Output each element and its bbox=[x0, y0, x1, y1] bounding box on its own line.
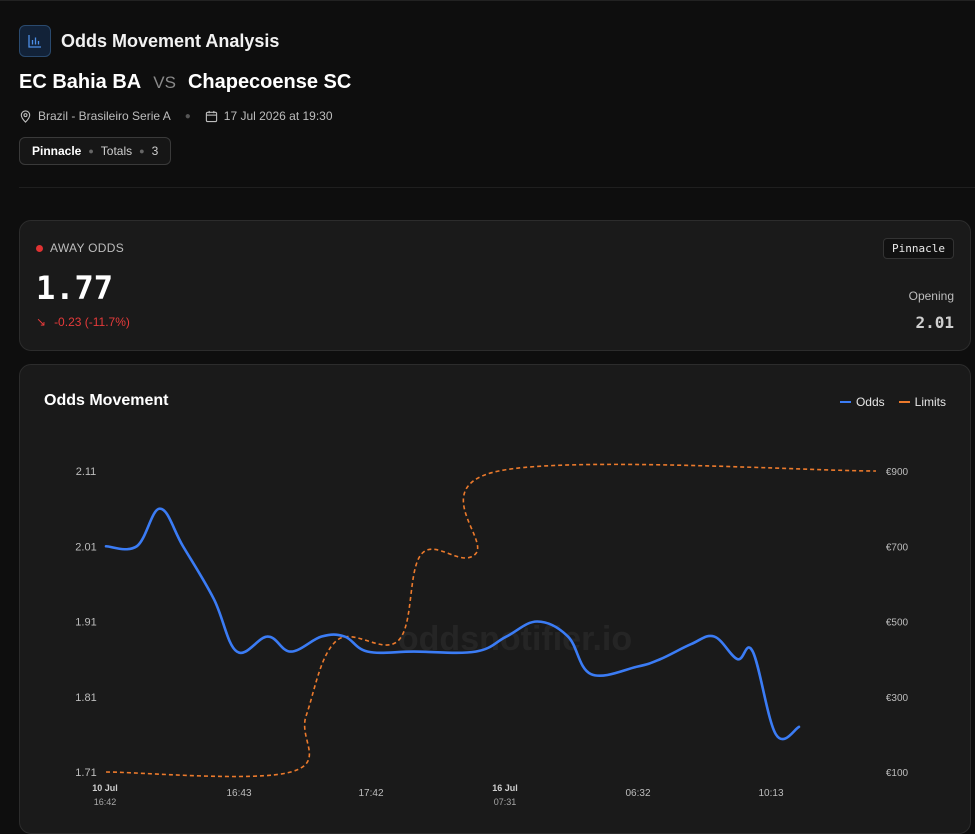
y-tick-label-left: 1.81 bbox=[75, 692, 96, 704]
opening-value: 2.01 bbox=[915, 313, 954, 332]
current-odds: 1.77 bbox=[36, 269, 114, 307]
y-tick-label-right: €700 bbox=[886, 542, 909, 553]
section-divider bbox=[19, 187, 975, 188]
status-dot bbox=[36, 244, 43, 252]
y-tick-label-left: 1.91 bbox=[75, 617, 96, 629]
page-top-border bbox=[0, 0, 975, 1]
home-team: EC Bahia BA bbox=[19, 71, 142, 93]
trend-down-icon: ↘ bbox=[36, 315, 47, 329]
odds-movement-chart-card: oddsnotifier.io 2.11 2.01 1.91 1.81 1.71 €900 €… bbox=[19, 364, 971, 834]
odds-movement-chart: oddsnotifier.io2.112.011.911.811.71€900€… bbox=[75, 463, 909, 807]
match-datetime: 17 Jul 2026 at 19:30 bbox=[223, 109, 333, 123]
x-tick-time: 07:31 bbox=[494, 797, 517, 807]
market-chip[interactable]: Pinnacle ● Totals ● 3 bbox=[19, 137, 172, 165]
x-tick-time: 16:43 bbox=[226, 788, 251, 799]
legend-swatch-odds bbox=[839, 401, 851, 403]
chip-market: Totals bbox=[100, 144, 133, 158]
x-tick-date: 10 Jul bbox=[92, 783, 118, 793]
y-tick-label-right: €900 bbox=[886, 467, 909, 478]
legend-item-odds[interactable]: Odds bbox=[839, 395, 885, 409]
odds-change-value: -0.23 (-11.7%) bbox=[54, 315, 130, 329]
meta-separator: ● bbox=[184, 110, 191, 122]
chip-separator: ● bbox=[139, 146, 145, 156]
legend-label-limits: Limits bbox=[914, 395, 946, 409]
legend-label-odds: Odds bbox=[855, 395, 885, 409]
odds-summary-card: AWAY ODDS 1.77 ↘ -0.23 (-11.7%) Pinnacle… bbox=[19, 220, 971, 351]
legend-swatch-limits bbox=[898, 401, 910, 403]
bookmaker-badge: Pinnacle bbox=[883, 238, 954, 259]
odds-series-line bbox=[104, 507, 801, 741]
y-tick-label-left: 1.71 bbox=[75, 767, 96, 779]
y-tick-label-right: €300 bbox=[886, 693, 909, 704]
odds-change: ↘ -0.23 (-11.7%) bbox=[36, 315, 130, 329]
y-tick-label-left: 2.11 bbox=[76, 466, 97, 478]
y-tick-label-right: €100 bbox=[886, 768, 909, 779]
odds-label: AWAY ODDS bbox=[36, 241, 124, 255]
chart-title: Odds Movement bbox=[44, 392, 169, 409]
league-name: Brazil - Brasileiro Serie A bbox=[38, 109, 171, 123]
chip-bookmaker: Pinnacle bbox=[32, 144, 82, 158]
x-tick-time: 10:13 bbox=[758, 788, 783, 799]
vs-label: VS bbox=[153, 73, 176, 92]
y-tick-label-left: 2.01 bbox=[75, 541, 96, 553]
odds-label-text: AWAY ODDS bbox=[50, 241, 125, 255]
page-title: Odds Movement Analysis bbox=[61, 31, 280, 51]
legend-item-limits[interactable]: Limits bbox=[898, 395, 946, 409]
opening-label: Opening bbox=[908, 289, 954, 303]
y-tick-label-right: €500 bbox=[886, 618, 909, 629]
chip-separator: ● bbox=[88, 146, 94, 156]
x-tick-time: 16:42 bbox=[94, 797, 117, 807]
limits-series-line bbox=[105, 463, 877, 778]
calendar-icon bbox=[205, 110, 224, 123]
match-meta: Brazil - Brasileiro Serie A ● 17 Jul 202… bbox=[19, 109, 333, 123]
chip-line: 3 bbox=[151, 144, 159, 158]
x-tick-date: 16 Jul bbox=[492, 783, 518, 793]
match-title: EC Bahia BA VS Chapecoense SC bbox=[19, 71, 351, 94]
x-tick-time: 06:32 bbox=[625, 788, 650, 799]
location-pin-icon bbox=[19, 109, 38, 123]
away-team: Chapecoense SC bbox=[187, 71, 352, 93]
x-tick-time: 17:42 bbox=[358, 788, 383, 799]
bar-chart-icon bbox=[19, 25, 51, 57]
chart-legend: Odds Limits bbox=[826, 395, 946, 409]
